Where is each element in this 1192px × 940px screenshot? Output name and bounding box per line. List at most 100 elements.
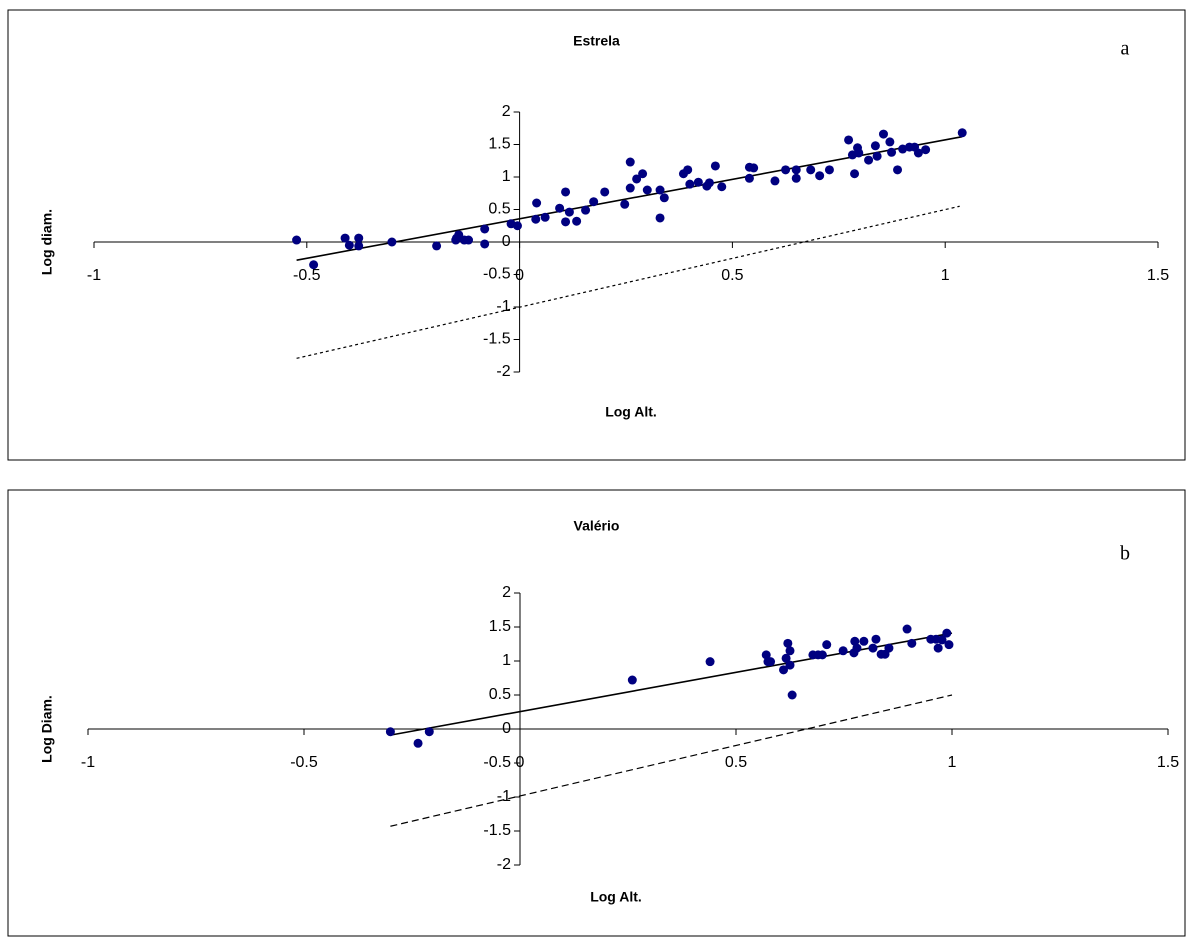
data-point (340, 233, 350, 243)
y-axis-title: Log Diam. (39, 695, 55, 763)
x-tick-label: -0.5 (293, 267, 321, 284)
panel-frame (7, 9, 1186, 461)
y-tick-label: 0.5 (489, 686, 511, 703)
y-tick-label: 0 (502, 720, 511, 737)
data-point (815, 171, 825, 181)
data-point (878, 129, 888, 139)
y-axis-title: Log diam. (39, 209, 55, 275)
data-point (655, 213, 665, 223)
y-tick-label: 1 (502, 652, 511, 669)
data-point (432, 241, 442, 251)
data-point (844, 135, 854, 145)
chart-title: Valério (574, 518, 620, 534)
y-tick-label: 1.5 (489, 618, 511, 635)
data-point (791, 173, 801, 183)
data-point (898, 144, 908, 154)
data-point (540, 212, 550, 222)
x-axis-title: Log Alt. (590, 889, 642, 905)
y-tick-label: 0.5 (488, 201, 510, 218)
x-tick-label: 1 (948, 754, 957, 771)
y-tick-label: 0 (502, 233, 511, 250)
data-point (942, 628, 952, 638)
data-point (783, 638, 793, 648)
data-point (817, 650, 827, 660)
y-tick-label: 1 (502, 168, 511, 185)
data-point (913, 148, 923, 158)
panel-frame (7, 489, 1186, 937)
data-point (893, 165, 903, 175)
x-tick-label: 1 (941, 267, 950, 284)
x-tick-label: 0.5 (721, 267, 743, 284)
data-point (870, 141, 880, 151)
data-point (838, 646, 848, 656)
data-point (887, 147, 897, 157)
data-point (957, 128, 967, 138)
data-point (309, 260, 319, 270)
y-tick-label: -1 (496, 298, 510, 315)
data-point (564, 207, 574, 217)
data-point (864, 155, 874, 165)
data-point (871, 634, 881, 644)
panel-label: a (1121, 38, 1130, 60)
data-point (512, 221, 522, 231)
data-point (600, 187, 610, 197)
x-tick-label: -0.5 (290, 754, 318, 771)
data-point (480, 239, 490, 249)
data-point (785, 660, 795, 670)
data-point (561, 187, 571, 197)
data-point (781, 165, 791, 175)
data-point (766, 657, 776, 667)
fit-line (390, 694, 953, 827)
data-point (806, 165, 816, 175)
fit-line (390, 632, 953, 736)
data-point (480, 224, 490, 234)
data-point (761, 650, 771, 660)
y-tick-label: -0.5 (483, 754, 511, 771)
x-axis-title: Log Alt. (605, 404, 657, 420)
data-point (452, 233, 462, 243)
x-tick-label: 0 (516, 754, 525, 771)
y-tick-label: 2 (502, 103, 511, 120)
data-point (884, 643, 894, 653)
data-point (413, 738, 423, 748)
data-point (572, 216, 582, 226)
data-point (717, 182, 727, 192)
data-point (902, 624, 912, 634)
y-tick-label: -2 (496, 363, 510, 380)
data-point (385, 727, 395, 737)
data-point (944, 640, 954, 650)
y-tick-label: 1.5 (488, 136, 510, 153)
data-point (785, 646, 795, 656)
data-point (659, 193, 669, 203)
data-point (791, 165, 801, 175)
data-point (561, 217, 571, 227)
y-tick-label: -1.5 (483, 331, 511, 348)
data-point (625, 183, 635, 193)
data-point (685, 179, 695, 189)
data-point (744, 173, 754, 183)
data-point (787, 690, 797, 700)
data-point (749, 163, 759, 173)
data-point (387, 237, 397, 247)
data-point (581, 205, 591, 215)
y-tick-label: -1.5 (483, 822, 511, 839)
data-point (921, 145, 931, 155)
x-tick-label: -1 (81, 754, 95, 771)
data-point (354, 241, 364, 251)
data-point (625, 157, 635, 167)
y-tick-label: -2 (497, 856, 511, 873)
data-point (292, 235, 302, 245)
data-point (683, 165, 693, 175)
data-point (822, 640, 832, 650)
y-tick-label: 2 (502, 584, 511, 601)
data-point (704, 178, 714, 188)
x-tick-label: 0.5 (725, 754, 747, 771)
x-tick-label: 0 (515, 267, 524, 284)
y-tick-label: -1 (497, 788, 511, 805)
panel-label: b (1120, 543, 1130, 565)
data-point (589, 197, 599, 207)
data-point (464, 235, 474, 245)
data-point (638, 169, 648, 179)
data-point (872, 151, 882, 161)
